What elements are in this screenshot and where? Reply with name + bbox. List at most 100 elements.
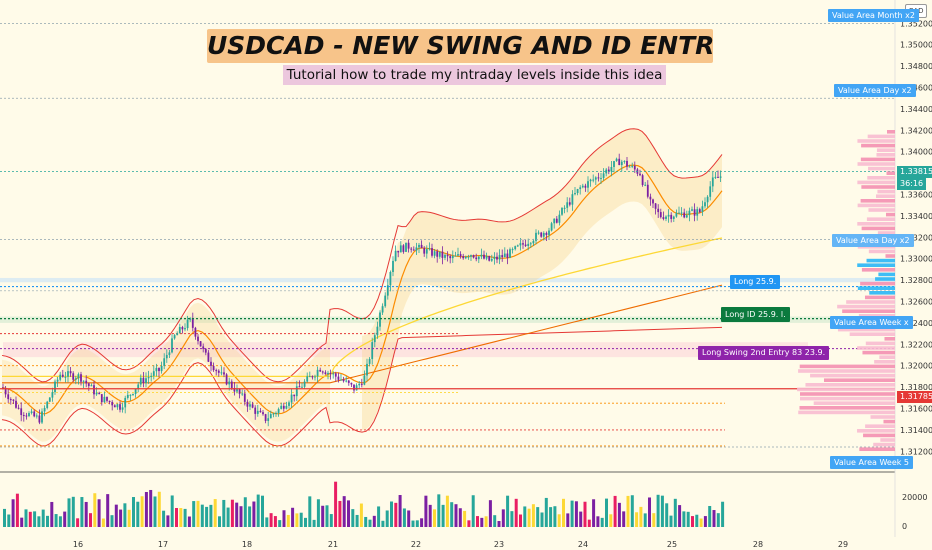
candle-body bbox=[217, 370, 220, 373]
volume-bar bbox=[639, 506, 643, 527]
volume-bar bbox=[230, 499, 234, 527]
volume-bar bbox=[312, 519, 316, 527]
volume-bar bbox=[239, 506, 243, 527]
candle-body bbox=[212, 365, 215, 371]
volume-bar bbox=[11, 499, 15, 527]
candle-body bbox=[152, 371, 155, 376]
candle-body bbox=[514, 246, 517, 250]
profile-bar bbox=[837, 327, 895, 332]
candle-body bbox=[85, 380, 88, 384]
candle-body bbox=[41, 411, 43, 423]
candle-body bbox=[592, 179, 595, 181]
volume-bar bbox=[304, 517, 307, 527]
candle-body bbox=[675, 212, 678, 217]
volume-bar bbox=[278, 520, 282, 527]
volume-bar bbox=[3, 508, 6, 527]
candle-body bbox=[124, 397, 127, 408]
profile-bar bbox=[885, 254, 895, 258]
volume-bar bbox=[110, 515, 114, 527]
volume-bar bbox=[493, 515, 497, 527]
volume-bar bbox=[536, 507, 540, 527]
volume-bar bbox=[153, 496, 157, 527]
candle-body bbox=[529, 243, 532, 245]
profile-bar bbox=[799, 406, 895, 410]
candle-body bbox=[345, 380, 348, 382]
candle-body bbox=[623, 160, 626, 162]
candle-body bbox=[522, 243, 524, 245]
candle-body bbox=[553, 218, 556, 224]
candle-body bbox=[347, 380, 350, 383]
volume-bar bbox=[54, 514, 58, 527]
candle-body bbox=[584, 185, 587, 188]
volume-bar bbox=[441, 504, 445, 527]
y-tick-label: 1.35000 bbox=[900, 41, 932, 50]
profile-bar bbox=[810, 373, 895, 378]
candle-body bbox=[511, 249, 514, 251]
tag-value-area-week: Value Area Week x bbox=[830, 316, 913, 329]
candle-body bbox=[644, 184, 647, 186]
candle-body bbox=[714, 176, 717, 178]
volume-bar bbox=[175, 508, 178, 527]
volume-bar bbox=[407, 510, 411, 527]
candle-body bbox=[165, 354, 168, 359]
candle-body bbox=[506, 253, 509, 258]
candle-body bbox=[667, 214, 670, 217]
candle-body bbox=[360, 383, 363, 385]
candle-body bbox=[373, 335, 376, 343]
volume-bar bbox=[187, 516, 191, 527]
volume-bar bbox=[544, 497, 548, 527]
candle-body bbox=[241, 393, 244, 395]
candle-body bbox=[441, 251, 444, 258]
volume-bar bbox=[76, 518, 80, 527]
candle-body bbox=[282, 405, 285, 409]
x-tick-label: 28 bbox=[753, 540, 763, 549]
candle-body bbox=[246, 401, 249, 407]
chart-subtitle: Tutorial how to trade my intraday levels… bbox=[283, 65, 666, 85]
profile-bar bbox=[860, 281, 895, 286]
profile-bar bbox=[797, 387, 895, 392]
candle-body bbox=[33, 411, 36, 417]
candle-body bbox=[35, 415, 38, 417]
volume-tick: 0 bbox=[902, 522, 907, 531]
candle-body bbox=[574, 193, 576, 195]
x-tick-label: 21 bbox=[328, 540, 338, 549]
candle-body bbox=[4, 388, 7, 395]
candle-body bbox=[48, 397, 51, 402]
candle-body bbox=[371, 342, 374, 360]
chart-title: USDCAD - NEW SWING AND ID ENTRY LEVELS bbox=[207, 29, 713, 63]
volume-bar bbox=[510, 511, 514, 527]
profile-bar bbox=[880, 438, 895, 442]
candle-body bbox=[137, 384, 140, 389]
candle-body bbox=[87, 383, 90, 387]
profile-bar bbox=[798, 410, 895, 415]
profile-bar bbox=[865, 341, 895, 346]
candle-body bbox=[446, 254, 449, 257]
volume-bar bbox=[179, 508, 183, 527]
candle-body bbox=[698, 209, 701, 213]
overlays bbox=[0, 128, 895, 447]
profile-bar bbox=[857, 429, 895, 433]
candle-body bbox=[64, 376, 67, 378]
candle-body bbox=[568, 202, 571, 205]
profile-bar bbox=[805, 383, 895, 387]
candle-body bbox=[308, 376, 311, 378]
candle-body bbox=[415, 247, 418, 251]
candle-body bbox=[358, 383, 361, 386]
candle-body bbox=[303, 381, 306, 387]
candle-body bbox=[457, 254, 459, 256]
x-tick-label: 23 bbox=[494, 540, 504, 549]
y-tick-label: 1.33000 bbox=[900, 255, 932, 264]
volume-bar bbox=[390, 501, 393, 527]
candle-body bbox=[566, 202, 569, 208]
candle-body bbox=[189, 318, 192, 320]
ma-yellow bbox=[2, 237, 723, 378]
volume-bar bbox=[209, 504, 213, 527]
profile-bar bbox=[879, 355, 895, 359]
candle-body bbox=[381, 306, 384, 313]
candle-body bbox=[423, 248, 426, 254]
candle-body bbox=[207, 352, 210, 362]
candle-body bbox=[483, 254, 485, 259]
candle-body bbox=[563, 207, 566, 209]
candle-body bbox=[116, 404, 119, 408]
profile-bar bbox=[869, 291, 895, 295]
